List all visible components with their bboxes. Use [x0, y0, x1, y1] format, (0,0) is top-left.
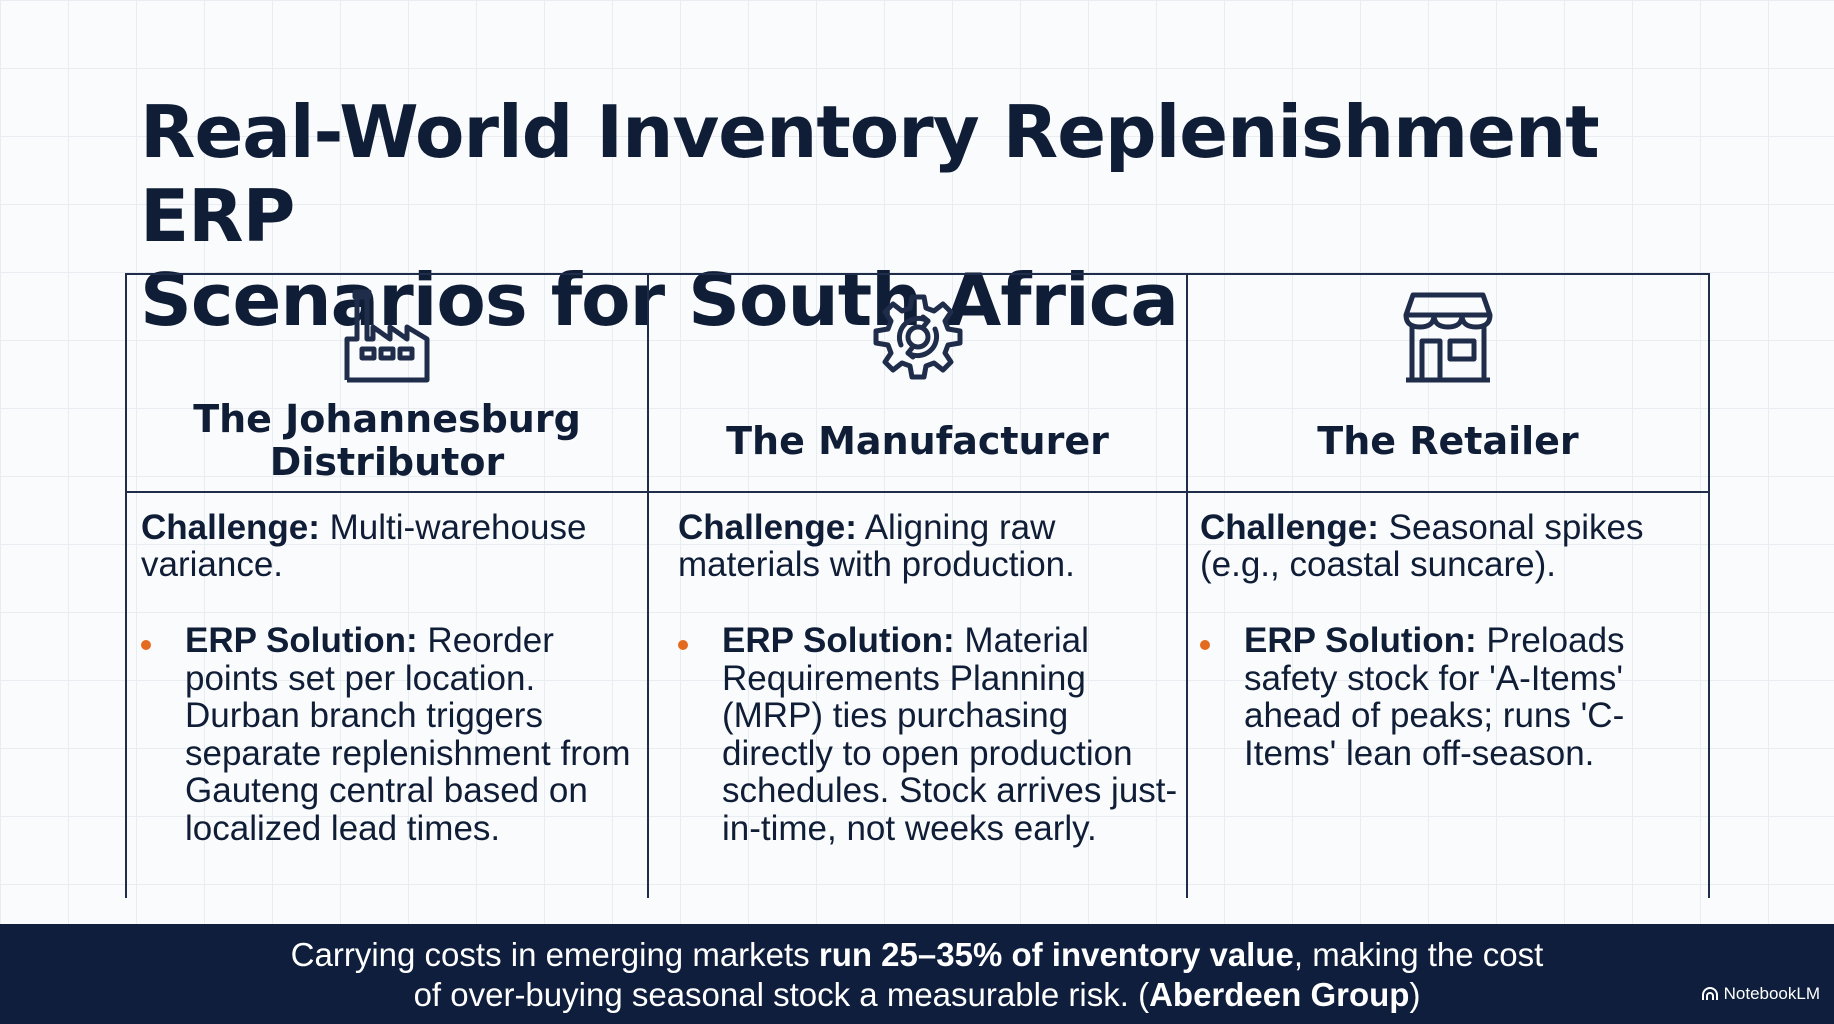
column-divider-2	[1186, 273, 1188, 898]
footer-emphasis: run 25–35% of inventory value	[818, 936, 1294, 973]
challenge-label: Challenge:	[141, 508, 320, 547]
challenge-text: Challenge: Seasonal spikes (e.g., coasta…	[1200, 509, 1694, 583]
solution-label: ERP Solution:	[722, 621, 955, 660]
solution-label: ERP Solution:	[185, 621, 418, 660]
footer-text: )	[1409, 976, 1421, 1013]
footer-text: Carrying costs in emerging markets	[290, 936, 819, 973]
brand-watermark: NotebookLM	[1701, 974, 1820, 1014]
bullet-dot	[678, 640, 688, 650]
footer-source: Aberdeen Group	[1149, 976, 1410, 1013]
heading-line-1: The Manufacturer	[726, 418, 1109, 463]
heading-line-1: The Retailer	[1317, 418, 1579, 463]
footer-text: of over-buying seasonal stock a measurab…	[413, 976, 1150, 1013]
challenge-body: Aligning raw materials with production.	[678, 508, 1075, 584]
table-top-border	[125, 273, 1710, 275]
table-right-border	[1708, 273, 1710, 898]
notebooklm-logo-icon	[1701, 987, 1718, 1000]
scenario-table: The Johannesburg Distributor Challenge: …	[125, 273, 1710, 898]
footer-banner: Carrying costs in emerging markets run 2…	[0, 924, 1834, 1024]
column-heading: The Retailer	[1186, 391, 1710, 491]
scenario-column-retailer: The Retailer Challenge: Seasonal spikes …	[1186, 273, 1710, 898]
page-title: Real-World Inventory Replenishment ERP S…	[140, 90, 1700, 342]
scenario-column-distributor: The Johannesburg Distributor Challenge: …	[125, 273, 649, 898]
heading-line-1: The Johannesburg	[193, 397, 581, 441]
solution-text: ERP Solution: Material Requirements Plan…	[722, 622, 1178, 847]
storefront-icon	[1186, 287, 1710, 387]
challenge-label: Challenge:	[1200, 508, 1379, 547]
challenge-label: Challenge:	[678, 508, 857, 547]
bullet-dot	[1200, 640, 1210, 650]
challenge-body: Seasonal spikes (e.g., coastal suncare).	[1200, 508, 1644, 584]
header-divider	[125, 491, 1710, 493]
solution-body: Preloads safety stock for 'A-Items' ahea…	[1244, 621, 1625, 773]
solution-text: ERP Solution: Preloads safety stock for …	[1244, 622, 1700, 772]
title-line-1: Real-World Inventory Replenishment ERP	[140, 90, 1600, 258]
column-divider-1	[647, 273, 649, 898]
solution-label: ERP Solution:	[1244, 621, 1477, 660]
footer-line-1: Carrying costs in emerging markets run 2…	[0, 935, 1834, 975]
heading-line-2: Distributor	[269, 440, 505, 484]
scenario-column-manufacturer: The Manufacturer Challenge: Aligning raw…	[647, 273, 1188, 898]
challenge-text: Challenge: Aligning raw materials with p…	[678, 509, 1172, 583]
gear-icon	[647, 287, 1188, 387]
solution-text: ERP Solution: Reorder points set per loc…	[185, 622, 639, 847]
solution-body: Reorder points set per location. Durban …	[185, 621, 631, 848]
brand-label: NotebookLM	[1723, 984, 1820, 1003]
bullet-dot	[141, 640, 151, 650]
column-heading: The Johannesburg Distributor	[125, 391, 649, 491]
challenge-text: Challenge: Multi-warehouse variance.	[141, 509, 633, 583]
column-heading: The Manufacturer	[647, 391, 1188, 491]
challenge-body: Multi-warehouse variance.	[141, 508, 587, 584]
footer-line-2: of over-buying seasonal stock a measurab…	[0, 975, 1834, 1015]
factory-icon	[125, 287, 649, 387]
solution-body: Material Requirements Planning (MRP) tie…	[722, 621, 1178, 848]
title-line-2: Scenarios for South Africa	[140, 258, 1179, 342]
table-left-border	[125, 273, 127, 898]
footer-text: , making the cost	[1293, 936, 1544, 973]
